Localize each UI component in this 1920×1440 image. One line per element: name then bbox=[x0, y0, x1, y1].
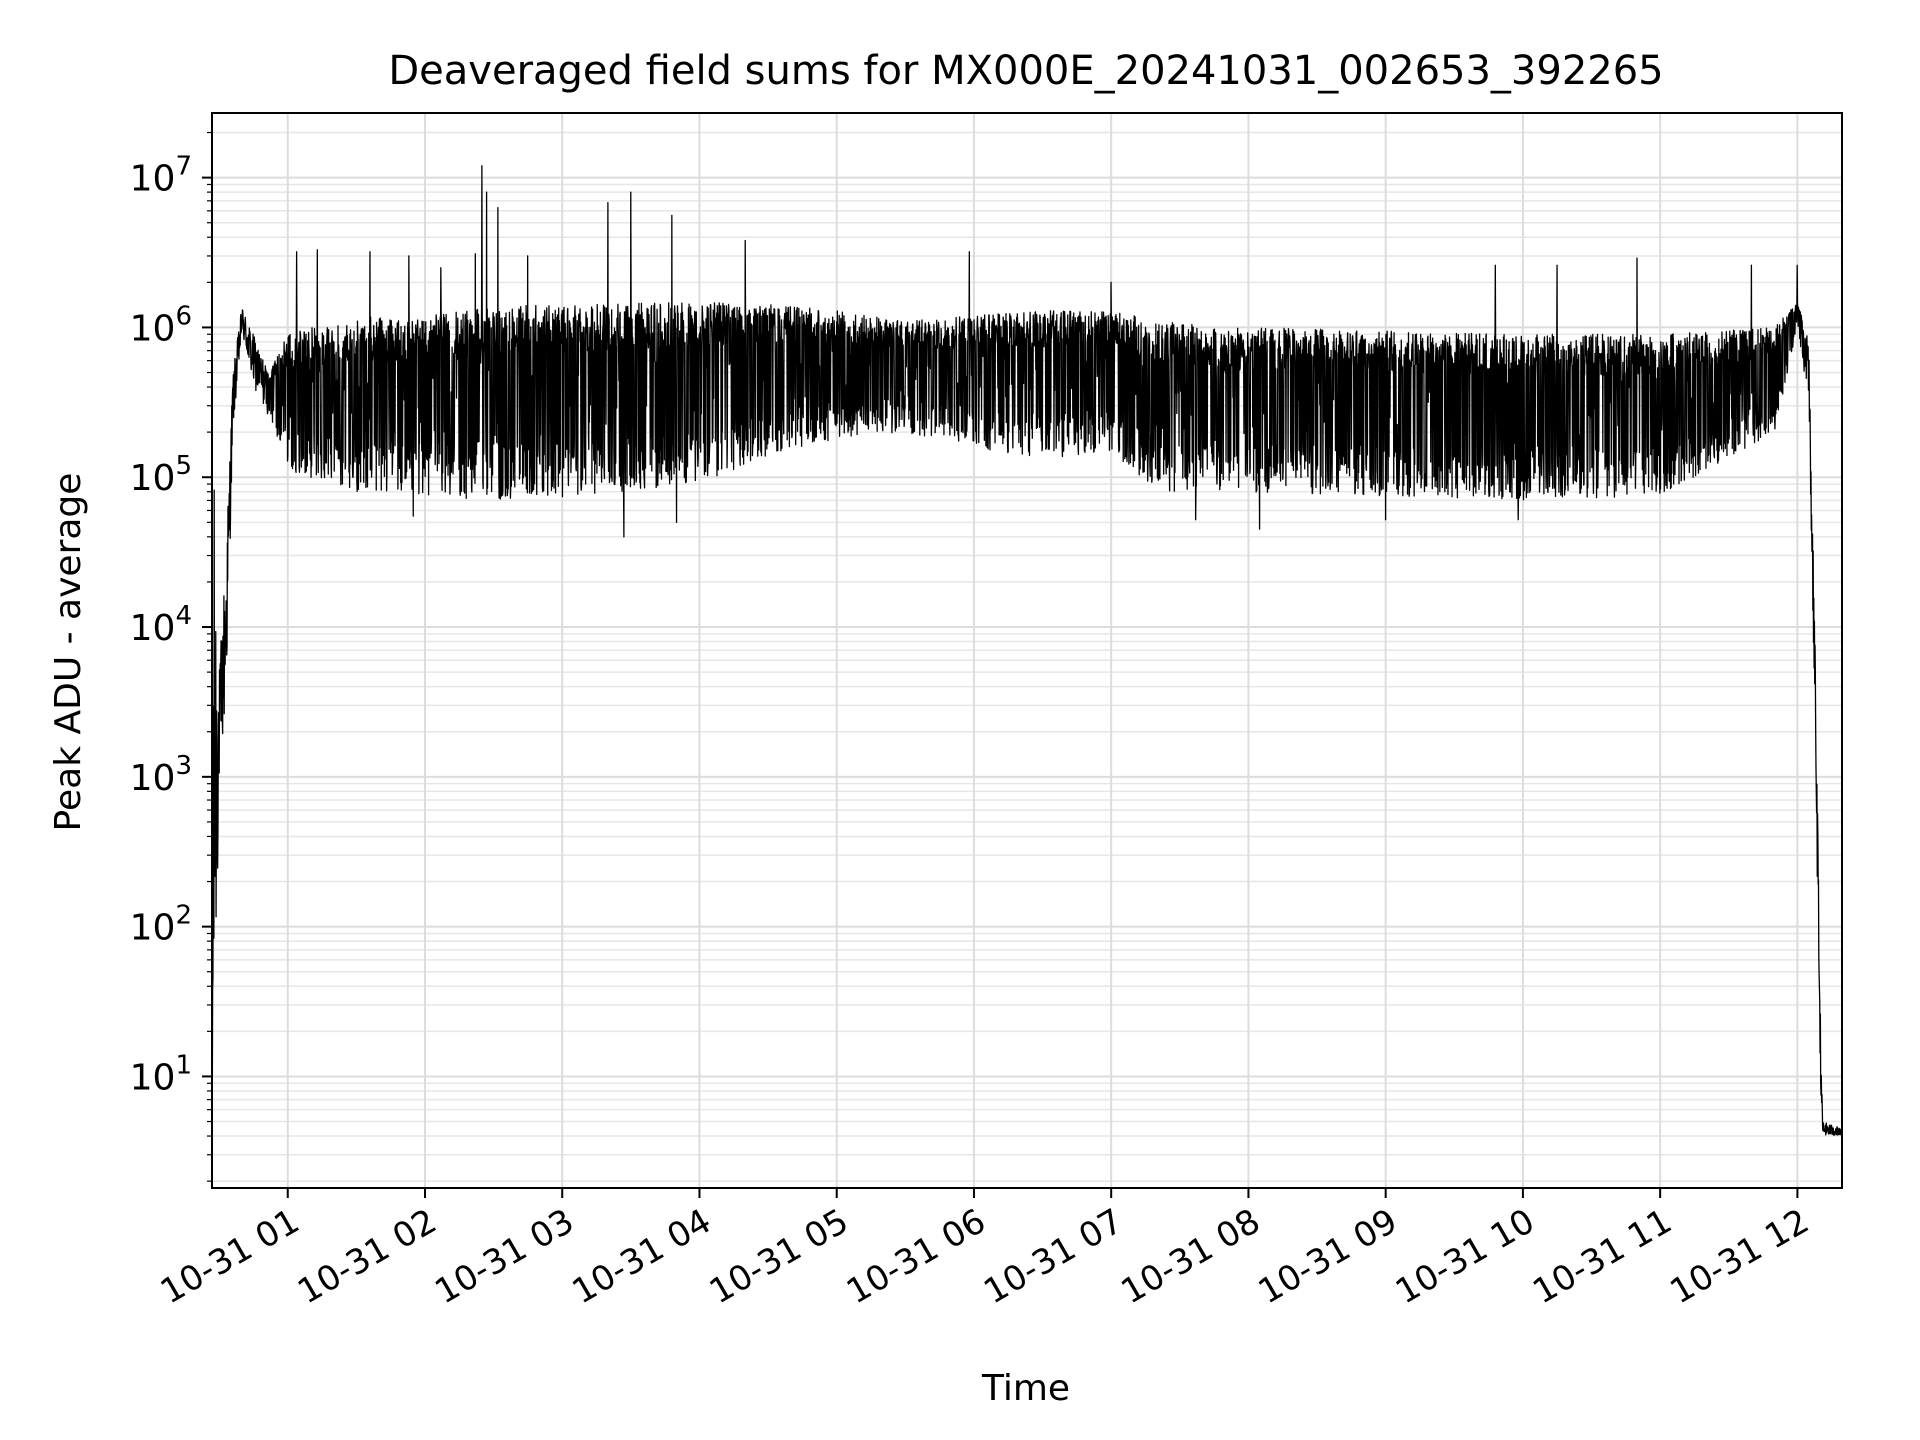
series-layer bbox=[212, 165, 1842, 1182]
series-line bbox=[212, 165, 1842, 1182]
y-tick-label: 101 bbox=[130, 1050, 192, 1098]
grid bbox=[212, 113, 1842, 1188]
y-tick-label: 103 bbox=[130, 751, 192, 799]
y-axis-label: Peak ADU - average bbox=[48, 473, 89, 832]
chart-title: Deaveraged field sums for MX000E_2024103… bbox=[388, 48, 1663, 94]
x-axis-label: Time bbox=[981, 1368, 1070, 1409]
y-axis: 101 102 103 104 105 106 107 bbox=[130, 131, 212, 1182]
y-tick-label: 106 bbox=[130, 301, 192, 349]
y-tick-label: 104 bbox=[130, 601, 192, 649]
y-tick-label: 107 bbox=[130, 152, 192, 200]
y-tick-label: 102 bbox=[130, 901, 192, 949]
y-tick-label: 105 bbox=[130, 451, 192, 499]
